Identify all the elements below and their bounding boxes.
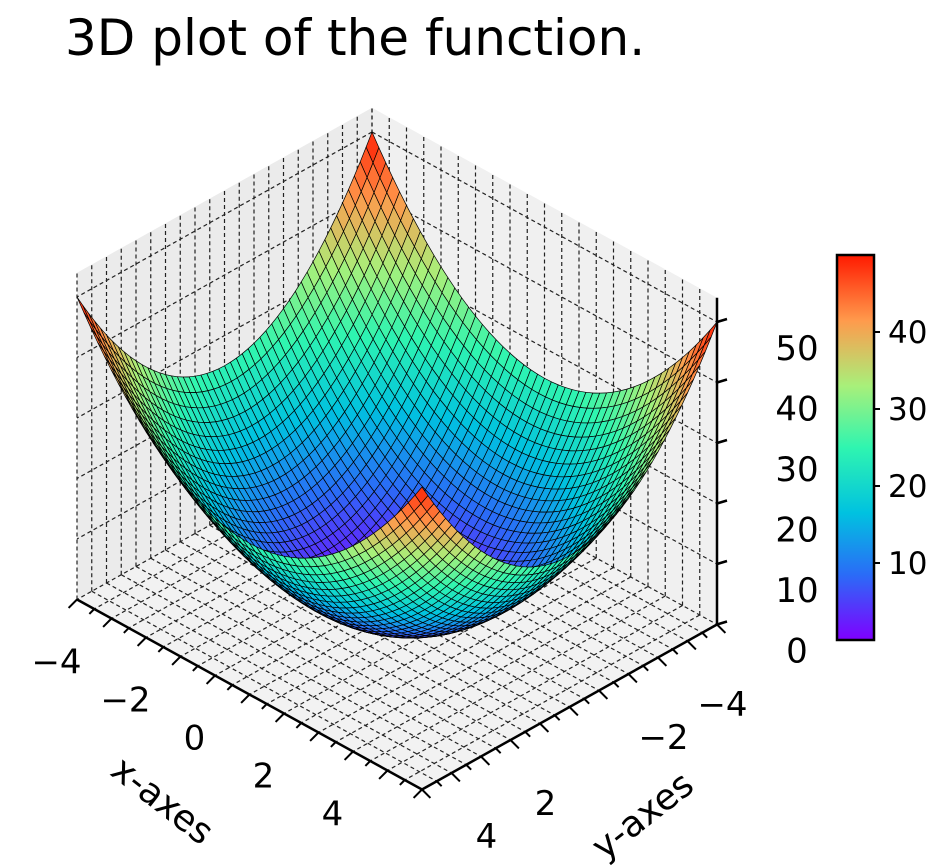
colorbar-tick-label: 30: [888, 392, 927, 428]
x-axis-tick: [205, 674, 216, 685]
z-tick-label: 0: [786, 632, 808, 672]
x-axis-tick: [136, 636, 147, 647]
y-tick-label: −4: [697, 685, 747, 725]
y-axis-tick: [480, 755, 491, 766]
y-axis-tick: [554, 714, 561, 721]
y-axis-tick: [568, 706, 579, 717]
y-axis-tick: [672, 648, 679, 655]
z-axis-tick: [716, 378, 728, 384]
floor-gridline: [352, 585, 649, 753]
chart-title: 3D plot of the function.: [65, 9, 645, 67]
y-tick-label: −2: [638, 718, 688, 758]
surface-plot: [76, 131, 718, 639]
x-axis-tick: [102, 617, 113, 628]
floor-gridline: [150, 557, 497, 749]
surface-facet: [414, 486, 429, 504]
floor-gridline: [318, 566, 614, 734]
x-tick-label: −2: [100, 681, 150, 721]
floor-gridline: [300, 557, 597, 724]
floor-gridline: [335, 576, 632, 743]
y-axis-tick: [716, 623, 727, 634]
x-axis-tick: [274, 712, 285, 723]
y-tick-label: 4: [476, 817, 498, 857]
y-tick-label: 2: [535, 784, 557, 824]
x-axis-tick: [240, 693, 251, 704]
x-axis-tick: [412, 788, 423, 799]
x-axis-tick: [171, 655, 182, 666]
wall-gridline: [371, 191, 718, 384]
y-axis-tick: [598, 689, 609, 700]
floor-gridline: [404, 614, 701, 781]
colorbar-tick-label: 20: [888, 469, 927, 505]
z-axis-tick: [716, 620, 728, 626]
x-axis-label: x-axes: [103, 749, 221, 854]
wall-gridline: [76, 131, 373, 298]
x-tick-label: −4: [31, 643, 81, 683]
floor-gridline: [120, 574, 467, 766]
y-axis-tick: [583, 698, 590, 705]
z-axis-tick: [716, 438, 728, 445]
y-axis-tick: [642, 665, 649, 672]
z-axis-tick: [716, 499, 728, 505]
axis-lines: [67, 297, 728, 799]
x-axis-tick: [157, 646, 164, 653]
y-axis-tick: [450, 772, 461, 783]
x-axis-tick: [88, 608, 95, 615]
colorbar-tick-label: 40: [888, 315, 927, 351]
z-tick-label: 30: [775, 450, 818, 490]
floor-gridline: [387, 604, 683, 772]
x-axis-tick: [67, 598, 78, 609]
z-tick-label: 20: [775, 511, 818, 551]
x-axis-tick: [295, 722, 302, 729]
y-axis-tick: [436, 780, 443, 787]
x-axis-tick: [330, 741, 337, 748]
z-axis-tick: [716, 317, 728, 324]
y-axis-tick: [686, 640, 697, 651]
y-axis-tick: [465, 764, 472, 771]
x-axis-tick: [399, 779, 406, 786]
floor-gridline: [165, 549, 511, 741]
x-axis-tick: [261, 703, 268, 710]
colorbar: [835, 253, 876, 642]
y-axis-tick: [701, 632, 708, 639]
y-axis-tick: [613, 681, 620, 688]
floor-gridline: [106, 582, 452, 774]
floor-gridline: [179, 541, 526, 733]
y-axis-label: y-axes: [584, 764, 701, 868]
y-axis-tick: [657, 656, 668, 667]
z-tick-label: 10: [775, 571, 818, 611]
y-axis-tick: [524, 731, 531, 738]
y-axis-tick: [539, 722, 550, 733]
z-tick-label: 40: [775, 390, 818, 430]
x-axis-tick: [343, 750, 354, 761]
colorbar-ticks: 10 20 30 40: [874, 315, 927, 582]
x-axis-tick: [123, 627, 130, 634]
colorbar-tick-label: 10: [888, 546, 927, 582]
wall-gridline: [76, 191, 373, 359]
x-tick-label: 0: [184, 719, 206, 759]
floor-gridline: [369, 595, 666, 762]
z-tick-label: 50: [775, 329, 818, 369]
y-axis-tick: [509, 739, 520, 750]
x-axis-tick: [192, 665, 199, 672]
x-axis-tick: [378, 769, 389, 780]
floor-gridline: [135, 565, 482, 758]
x-axis-tick: [226, 684, 233, 691]
wall-gridline: [371, 131, 718, 323]
y-axis-tick: [495, 747, 502, 754]
y-axis-tick: [421, 788, 432, 799]
y-axis-tick: [627, 673, 638, 684]
x-tick-label: 4: [322, 795, 344, 835]
x-tick-label: 2: [253, 757, 275, 797]
z-axis-tick: [716, 559, 728, 566]
x-axis-tick: [364, 760, 371, 767]
floor-gridline: [91, 590, 438, 782]
x-axis-tick: [309, 731, 320, 742]
